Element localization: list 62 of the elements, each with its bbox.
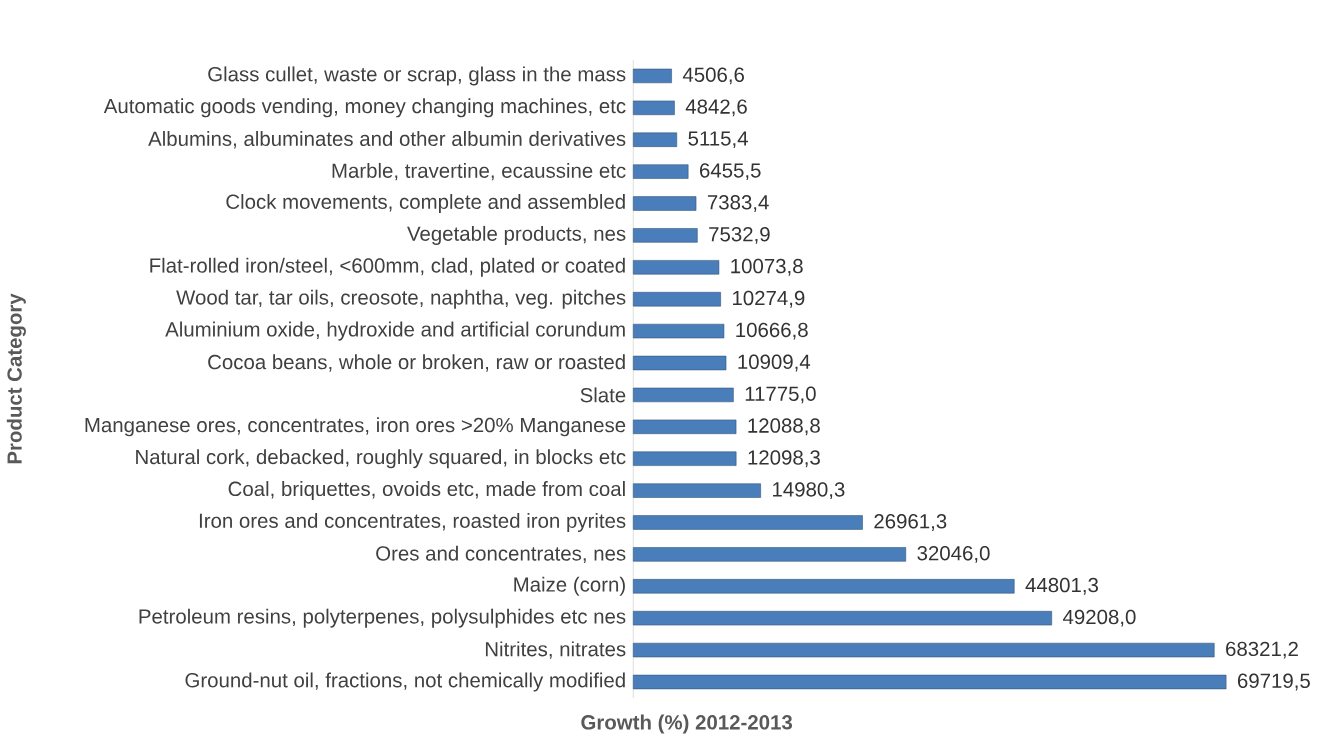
bar [633, 132, 678, 147]
data-label: 4842,6 [685, 99, 747, 117]
bar [633, 259, 720, 275]
data-label: 26961,3 [874, 513, 947, 531]
bar [633, 291, 721, 307]
data-label: 7383,4 [707, 194, 769, 212]
data-label: 49208,0 [1063, 609, 1136, 627]
data-label: 12088,8 [748, 418, 820, 436]
bar [633, 228, 698, 243]
y-tick-label: Albumins, albuminates and other albumin derivatives [148, 130, 626, 149]
bar [633, 68, 672, 83]
bar [633, 642, 1215, 658]
bar [633, 164, 689, 179]
bar [633, 419, 737, 434]
bar [633, 515, 863, 530]
y-tick-label: Manganese ores, concentrates, iron ores >20% Manganese [85, 417, 626, 437]
data-label: 10274,9 [733, 290, 805, 308]
data-label: 10666,8 [736, 322, 808, 340]
y-tick-label: Ground-nut oil, fractions, not chemically modified [185, 672, 625, 692]
bar [633, 610, 1052, 626]
data-label: 10073,8 [731, 258, 803, 276]
y-tick-label: Nitrites, nitrates [485, 641, 626, 659]
bar [633, 323, 725, 339]
data-label: 14980,3 [773, 481, 845, 499]
data-label: 68321,2 [1226, 641, 1298, 659]
y-tick-label: Glass cullet, waste or scrap, glass in the mass [208, 66, 626, 86]
y-tick-label: Iron ores and concentrates, roasted iron pyrites [199, 512, 626, 532]
data-label: 10909,4 [738, 354, 811, 372]
y-tick-label: Marble, travertine, ecaussine etc [332, 162, 626, 181]
data-label: 11775,0 [745, 386, 816, 404]
bar [633, 547, 907, 562]
data-label: 7532,9 [709, 226, 770, 244]
data-label: 69719,5 [1237, 673, 1310, 691]
data-label: 12098,3 [748, 450, 820, 467]
y-tick-label: Petroleum resins, polyterpenes, polysulphides etc nes [139, 608, 626, 628]
bar [633, 355, 727, 370]
bar [633, 196, 697, 211]
data-label: 5115,4 [688, 131, 748, 148]
y-tick-label: Coal, briquettes, ovoids etc, made from coal [228, 480, 625, 500]
bar [633, 387, 734, 402]
y-tick-label: Automatic goods vending, money changing machines, etc [103, 98, 626, 118]
y-tick-label: Natural cork, debacked, roughly squared, in blocks etc [136, 448, 626, 469]
y-tick-label: Wood tar, tar oils, creosote, naphtha, veg. pitches [176, 289, 626, 309]
y-tick-label: Aluminium oxide, hydroxide and artificial corundum [165, 321, 625, 341]
y-tick-label: Cocoa beans, whole or broken, raw or roasted [208, 354, 625, 372]
y-tick-label: Slate [580, 387, 626, 403]
data-label: 32046,0 [917, 545, 990, 563]
bar [633, 578, 1015, 594]
data-label: 44801,3 [1025, 577, 1098, 595]
y-tick-label: Flat-rolled iron/steel, <600mm, clad, plated or coated [150, 257, 625, 277]
y-tick-label: Maize (corn) [514, 576, 625, 596]
bar [633, 451, 737, 466]
data-label: 4506,6 [682, 67, 744, 85]
y-tick-label: Ores and concentrates, nes [376, 545, 626, 563]
y-tick-label: Clock movements, complete and assembled [226, 193, 625, 213]
bar [633, 483, 761, 498]
data-label: 6455,5 [700, 162, 761, 180]
y-axis-title: Product Category [6, 293, 26, 464]
y-tick-label: Vegetable products, nes [407, 225, 626, 245]
bar [633, 100, 675, 115]
bar [633, 674, 1227, 689]
x-axis-title: Growth (%) 2012-2013 [581, 714, 793, 734]
